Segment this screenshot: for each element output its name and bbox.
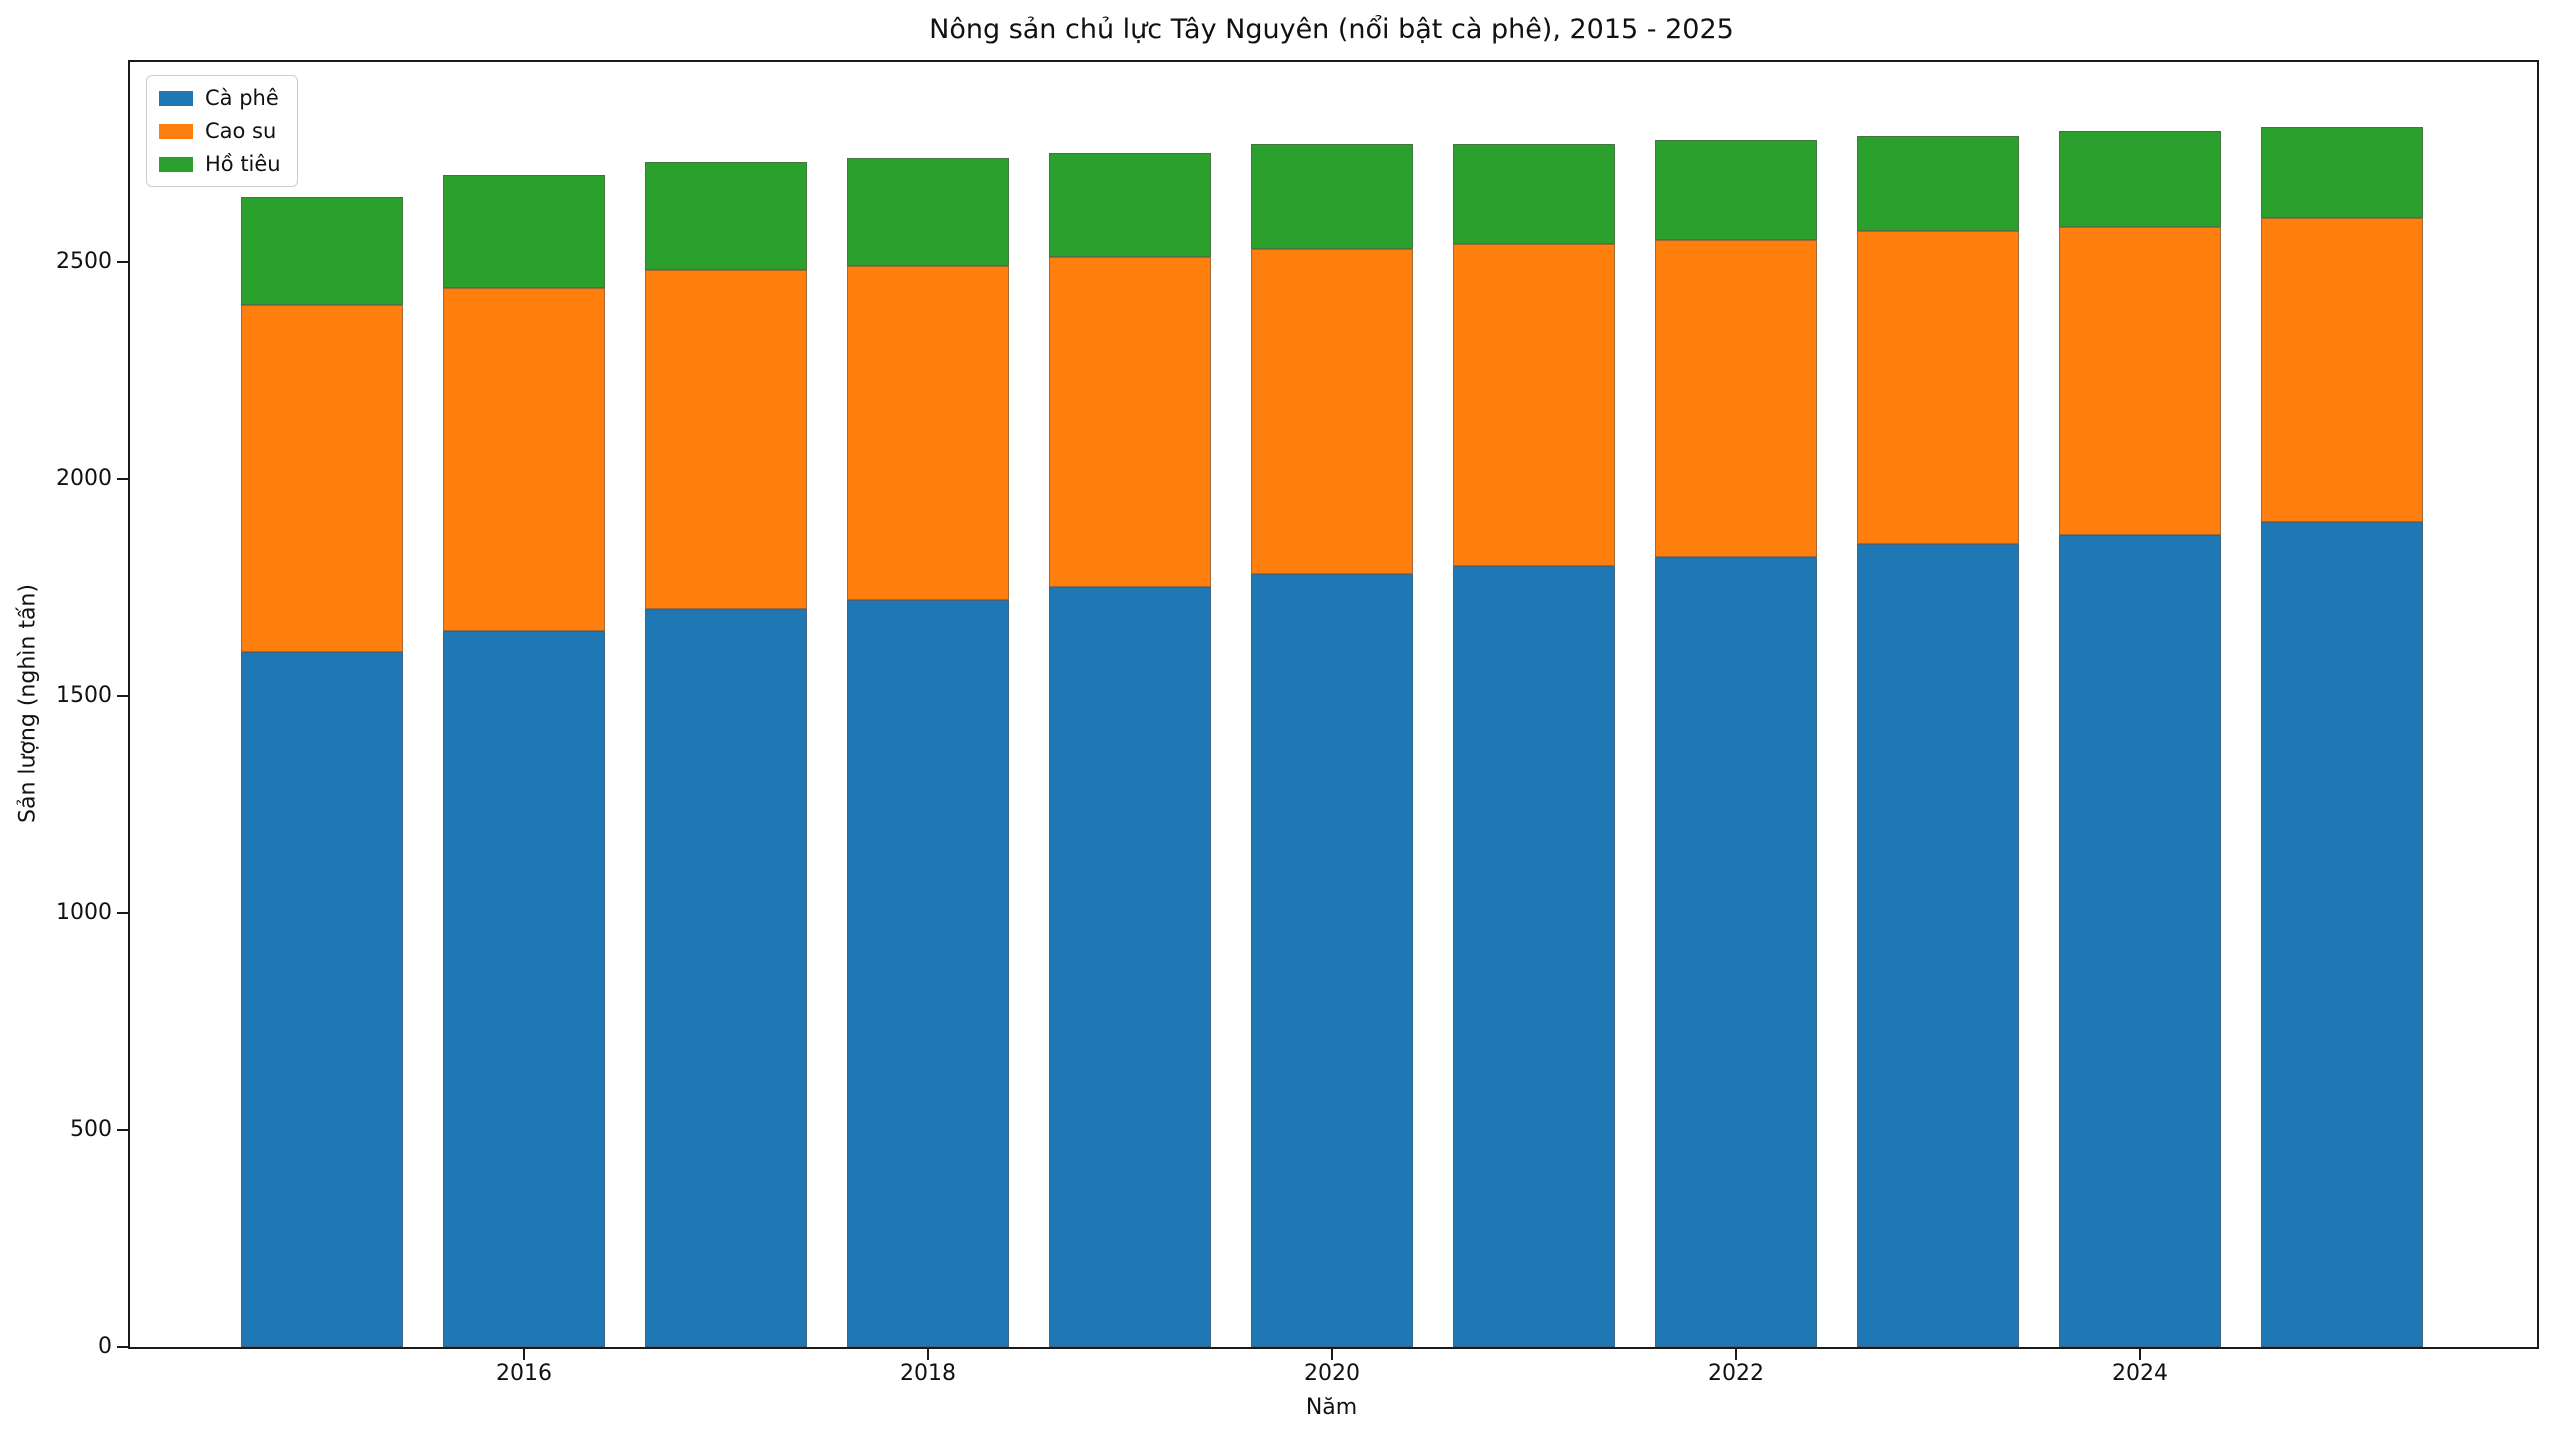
bar-segment-2017-series2 <box>645 161 807 271</box>
x-tick-mark <box>1735 1349 1737 1360</box>
legend: Cà phê Cao su Hồ tiêu <box>146 75 298 187</box>
bar-segment-2019-series0 <box>1049 587 1211 1347</box>
y-tick-label: 500 <box>70 1116 112 1142</box>
y-tick-mark <box>117 911 128 914</box>
bar-segment-2018-series0 <box>847 600 1009 1347</box>
legend-label: Cà phê <box>205 86 279 110</box>
x-tick-mark <box>1331 1349 1333 1360</box>
bar-segment-2025-series1 <box>2261 218 2423 523</box>
x-tick-mark <box>523 1349 525 1360</box>
bar-segment-2016-series2 <box>443 174 605 288</box>
y-tick-mark <box>117 1128 128 1131</box>
y-tick-label: 2000 <box>56 465 112 491</box>
legend-swatch-icon <box>159 156 193 172</box>
bar-segment-2024-series2 <box>2059 131 2221 227</box>
bar-segment-2022-series1 <box>1655 239 1817 557</box>
legend-label: Cao su <box>205 119 277 143</box>
chart-title: Nông sản chủ lực Tây Nguyên (nổi bật cà … <box>929 14 1734 45</box>
bar-segment-2016-series1 <box>443 287 605 631</box>
legend-item-series1: Cao su <box>159 119 281 143</box>
x-tick-label: 2016 <box>496 1361 552 1386</box>
x-tick-mark <box>2139 1349 2141 1360</box>
bar-segment-2019-series1 <box>1049 257 1211 588</box>
bar-segment-2021-series1 <box>1453 244 1615 566</box>
x-tick-label: 2024 <box>2112 1361 2168 1386</box>
bar-segment-2016-series0 <box>443 630 605 1347</box>
y-tick-label: 1500 <box>56 682 112 708</box>
y-tick-mark <box>117 477 128 480</box>
bar-segment-2020-series1 <box>1251 248 1413 575</box>
bar-segment-2017-series0 <box>645 608 807 1347</box>
x-tick-label: 2020 <box>1304 1361 1360 1386</box>
x-tick-label: 2022 <box>1708 1361 1764 1386</box>
bar-segment-2023-series2 <box>1857 135 2019 232</box>
bar-segment-2025-series0 <box>2261 522 2423 1347</box>
y-tick-label: 1000 <box>56 899 112 925</box>
bar-segment-2024-series0 <box>2059 535 2221 1347</box>
y-tick-label: 2500 <box>56 248 112 274</box>
x-axis-label: Năm <box>1305 1395 1358 1420</box>
legend-swatch-icon <box>159 123 193 139</box>
bar-segment-2025-series2 <box>2261 127 2423 219</box>
bar-segment-2020-series0 <box>1251 574 1413 1347</box>
legend-swatch-icon <box>159 90 193 106</box>
bar-segment-2017-series1 <box>645 270 807 609</box>
plot-area: 0 500 1000 1500 2000 2500 2016 2018 2020 2022 2024… <box>56 60 2539 1386</box>
bar-segment-2023-series1 <box>1857 231 2019 544</box>
bar-segment-2021-series2 <box>1453 144 1615 245</box>
y-tick-label: 0 <box>98 1334 112 1359</box>
bar-segment-2015-series2 <box>241 196 403 306</box>
x-tick-label: 2018 <box>900 1361 956 1386</box>
x-tick-mark <box>927 1349 929 1360</box>
y-tick-mark <box>117 260 128 263</box>
legend-item-series2: Hồ tiêu <box>159 152 281 176</box>
bar-segment-2015-series1 <box>241 305 403 653</box>
bar-segment-2021-series0 <box>1453 565 1615 1347</box>
legend-label: Hồ tiêu <box>205 152 281 176</box>
legend-item-series0: Cà phê <box>159 86 281 110</box>
bar-segment-2018-series2 <box>847 157 1009 267</box>
bar-segment-2022-series2 <box>1655 140 1817 240</box>
y-tick-mark <box>117 1346 128 1348</box>
bar-segment-2018-series1 <box>847 266 1009 601</box>
y-tick-mark <box>117 694 128 697</box>
bar-segment-2019-series2 <box>1049 153 1211 258</box>
bar-segment-2023-series0 <box>1857 543 2019 1347</box>
bar-segment-2015-series0 <box>241 652 403 1347</box>
bar-segment-2022-series0 <box>1655 556 1817 1347</box>
bar-segment-2024-series1 <box>2059 226 2221 536</box>
bar-segment-2020-series2 <box>1251 144 1413 249</box>
